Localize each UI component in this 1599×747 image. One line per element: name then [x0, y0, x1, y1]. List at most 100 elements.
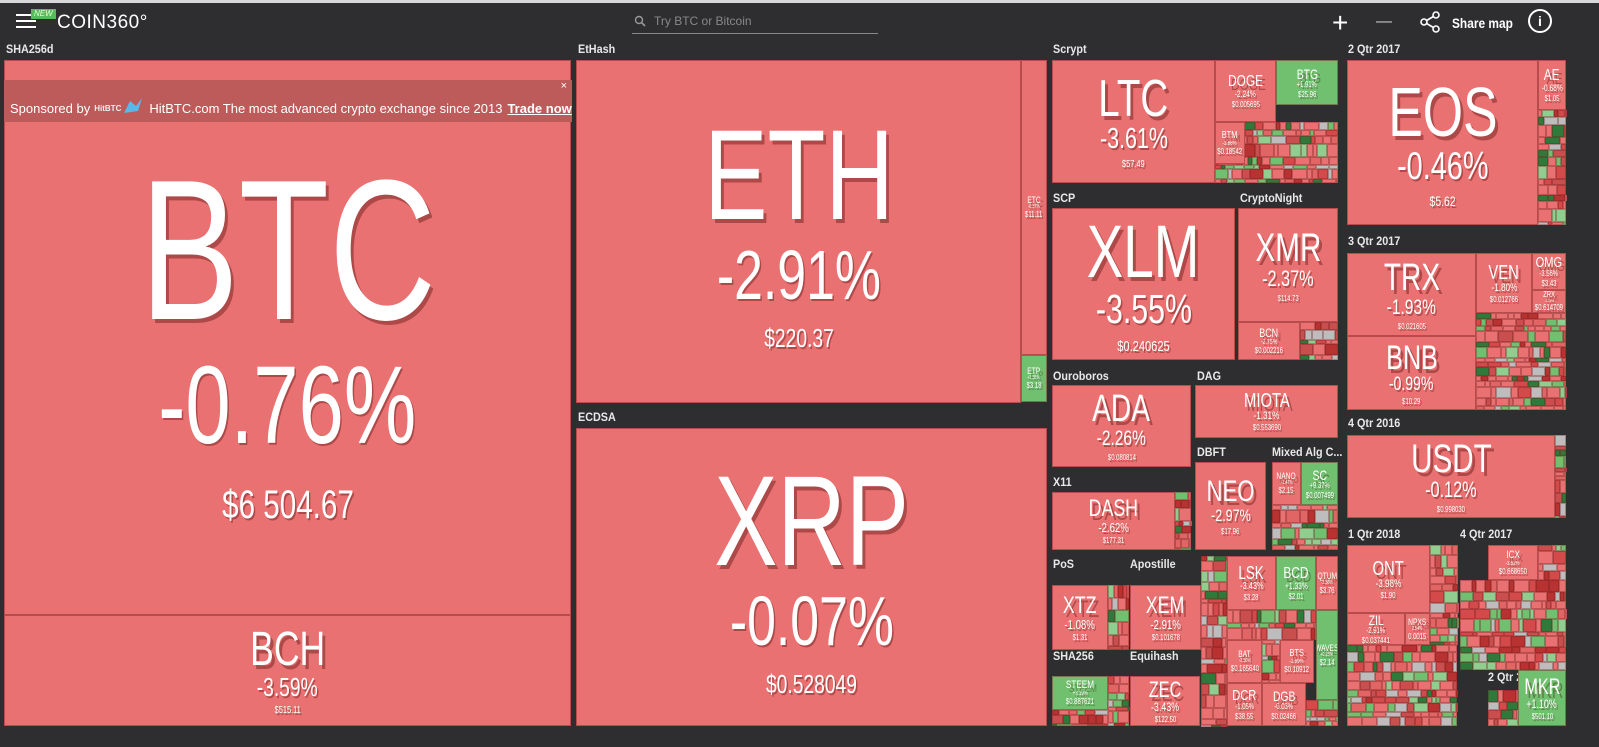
mini-tile[interactable]	[1553, 150, 1566, 157]
mini-tile[interactable]	[1421, 712, 1429, 717]
mini-tile[interactable]	[1323, 136, 1331, 144]
mini-tile[interactable]	[1551, 326, 1560, 331]
mini-tile[interactable]	[1453, 662, 1457, 672]
mini-tile[interactable]	[1331, 340, 1338, 344]
mini-tile[interactable]	[1175, 526, 1182, 533]
mini-tile[interactable]	[1491, 387, 1496, 398]
mini-tile[interactable]	[1189, 539, 1191, 548]
mini-tile[interactable]	[1460, 601, 1469, 609]
mini-tile[interactable]	[1201, 616, 1207, 625]
mini-tile[interactable]	[1555, 435, 1566, 446]
mini-tile[interactable]	[1179, 508, 1191, 521]
mini-tile[interactable]	[1394, 652, 1403, 662]
mini-tile[interactable]	[1258, 136, 1271, 144]
mini-tile[interactable]	[1263, 122, 1276, 130]
mini-tile[interactable]	[1201, 659, 1214, 664]
coin-tile-xem[interactable]: XEM -2.91% $0.101678	[1130, 585, 1201, 650]
mini-tile[interactable]	[1549, 144, 1561, 150]
mini-tile[interactable]	[1214, 556, 1226, 561]
mini-tile[interactable]	[1242, 169, 1250, 179]
mini-tile[interactable]	[1307, 169, 1312, 179]
mini-tile[interactable]	[1488, 376, 1496, 381]
search-box[interactable]	[632, 11, 878, 34]
mini-tile[interactable]	[1300, 355, 1309, 360]
mini-tile[interactable]	[1368, 645, 1376, 652]
mini-tile[interactable]	[1270, 157, 1283, 165]
mini-tile[interactable]	[1311, 136, 1315, 144]
mini-tile[interactable]	[1535, 662, 1539, 670]
mini-tile[interactable]	[1304, 122, 1319, 130]
mini-tile[interactable]	[1313, 179, 1322, 183]
mini-tile[interactable]	[1175, 500, 1181, 508]
mini-tile[interactable]	[1189, 500, 1191, 508]
mini-tile[interactable]	[1268, 656, 1272, 660]
mini-tile[interactable]	[1322, 179, 1336, 183]
mini-tile[interactable]	[1427, 697, 1432, 703]
mini-tile[interactable]	[1547, 387, 1560, 398]
mini-tile[interactable]	[1555, 468, 1565, 472]
mini-tile[interactable]	[1234, 165, 1244, 169]
mini-tile[interactable]	[1401, 712, 1414, 717]
mini-tile[interactable]	[1183, 521, 1190, 526]
mini-tile[interactable]	[1497, 609, 1501, 619]
mini-tile[interactable]	[1117, 693, 1125, 700]
mini-tile[interactable]	[1485, 326, 1491, 331]
mini-tile[interactable]	[1292, 169, 1307, 179]
mini-tile[interactable]	[1457, 603, 1459, 613]
mini-tile[interactable]	[1108, 700, 1113, 707]
mini-tile[interactable]	[1489, 342, 1500, 347]
mini-tile[interactable]	[1095, 710, 1108, 715]
mini-tile[interactable]	[1480, 636, 1489, 647]
mini-tile[interactable]	[1454, 568, 1458, 576]
mini-tile[interactable]	[1278, 539, 1292, 545]
mini-tile[interactable]	[1460, 609, 1475, 619]
mini-tile[interactable]	[1529, 580, 1536, 592]
mini-tile[interactable]	[1476, 342, 1489, 347]
mini-tile[interactable]	[1347, 652, 1358, 662]
coin-tile-zil[interactable]: ZIL -2.91% $0.037441	[1347, 613, 1405, 645]
mini-tile[interactable]	[1476, 406, 1484, 410]
mini-tile[interactable]	[1490, 609, 1497, 619]
mini-tile[interactable]	[1179, 521, 1183, 526]
mini-tile[interactable]	[1213, 638, 1222, 647]
mini-tile[interactable]	[1553, 662, 1558, 670]
mini-tile[interactable]	[1295, 623, 1306, 628]
coin-tile-usdt[interactable]: USDT -0.12% $0.998030	[1347, 435, 1555, 518]
mini-tile[interactable]	[1545, 367, 1550, 376]
mini-tile[interactable]	[1227, 610, 1233, 623]
mini-tile[interactable]	[1325, 717, 1329, 721]
mini-tile[interactable]	[1547, 653, 1556, 662]
mini-tile[interactable]	[1473, 662, 1487, 670]
mini-tile[interactable]	[1448, 635, 1455, 642]
mini-tile[interactable]	[1063, 715, 1070, 724]
mini-tile[interactable]	[1274, 144, 1278, 157]
mini-tile[interactable]	[1521, 313, 1528, 319]
mini-tile[interactable]	[1547, 592, 1555, 601]
mini-tile[interactable]	[1550, 376, 1561, 381]
mini-tile[interactable]	[1474, 619, 1480, 632]
mini-tile[interactable]	[1430, 576, 1445, 584]
coin-tile-xlm[interactable]: XLM -3.55% $0.240625	[1052, 208, 1235, 360]
mini-tile[interactable]	[1528, 326, 1535, 331]
mini-tile[interactable]	[1201, 556, 1207, 561]
mini-tile[interactable]	[1329, 523, 1338, 528]
mini-tile[interactable]	[1334, 122, 1338, 130]
mini-tile[interactable]	[1557, 632, 1563, 636]
mini-tile[interactable]	[1318, 721, 1325, 726]
mini-tile[interactable]	[1552, 209, 1556, 222]
mini-tile[interactable]	[1554, 406, 1563, 410]
mini-tile[interactable]	[1472, 580, 1476, 592]
mini-tile[interactable]	[1300, 136, 1311, 144]
mini-tile[interactable]	[1175, 533, 1179, 539]
mini-tile[interactable]	[1207, 616, 1218, 625]
mini-tile[interactable]	[1491, 398, 1496, 406]
mini-tile[interactable]	[1563, 222, 1566, 225]
mini-tile[interactable]	[1414, 672, 1428, 681]
mini-tile[interactable]	[1275, 623, 1284, 628]
mini-tile[interactable]	[1504, 632, 1514, 636]
mini-tile[interactable]	[1297, 628, 1311, 640]
mini-tile[interactable]	[1347, 697, 1351, 703]
mini-tile[interactable]	[1207, 625, 1213, 638]
mini-tile[interactable]	[1548, 185, 1557, 195]
mini-tile[interactable]	[1556, 653, 1566, 662]
